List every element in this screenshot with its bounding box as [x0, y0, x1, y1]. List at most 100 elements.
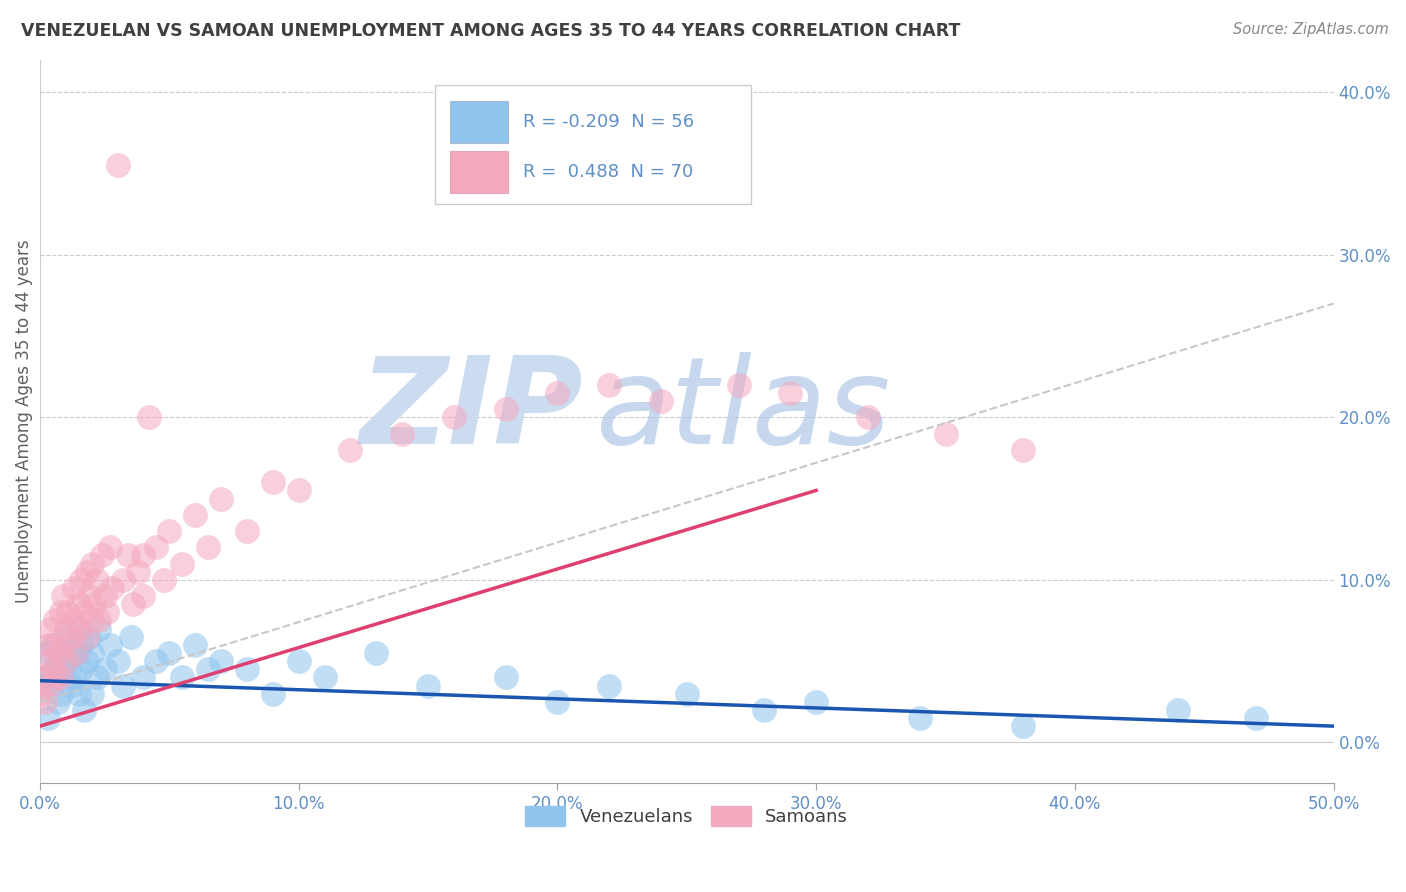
Point	[93, 589, 115, 603]
Legend: Venezuelans, Samoans: Venezuelans, Samoans	[516, 797, 858, 836]
Point	[31, 670, 53, 684]
Point	[37, 646, 59, 660]
Point	[65, 646, 87, 660]
Point	[80, 614, 103, 628]
Point	[495, 402, 517, 417]
Point	[153, 573, 176, 587]
Point	[52, 638, 75, 652]
Point	[39, 622, 62, 636]
Point	[754, 703, 776, 717]
Point	[391, 426, 413, 441]
Point	[157, 646, 180, 660]
Point	[55, 622, 77, 636]
Point	[55, 654, 77, 668]
Point	[1012, 719, 1035, 733]
Point	[70, 638, 93, 652]
Y-axis label: Unemployment Among Ages 35 to 44 years: Unemployment Among Ages 35 to 44 years	[15, 240, 32, 603]
Point	[49, 670, 72, 684]
Point	[80, 557, 103, 571]
Point	[37, 711, 59, 725]
Point	[779, 385, 801, 400]
Point	[89, 622, 111, 636]
Point	[28, 687, 51, 701]
Point	[52, 662, 75, 676]
Point	[117, 549, 139, 563]
Point	[127, 565, 149, 579]
Point	[60, 679, 83, 693]
Point	[908, 711, 931, 725]
Point	[44, 662, 66, 676]
Point	[287, 483, 309, 498]
Point	[96, 605, 118, 619]
Point	[122, 597, 145, 611]
Point	[44, 670, 66, 684]
Point	[1244, 711, 1267, 725]
Point	[55, 630, 77, 644]
Point	[34, 670, 56, 684]
FancyBboxPatch shape	[450, 101, 509, 143]
Point	[366, 646, 388, 660]
Point	[727, 377, 749, 392]
Point	[339, 442, 361, 457]
Point	[67, 622, 90, 636]
Point	[98, 541, 121, 555]
Text: R =  0.488  N = 70: R = 0.488 N = 70	[523, 163, 693, 181]
Point	[37, 638, 59, 652]
Point	[73, 703, 96, 717]
Point	[107, 654, 129, 668]
Point	[107, 158, 129, 172]
Point	[42, 638, 65, 652]
Point	[172, 557, 194, 571]
Point	[197, 662, 219, 676]
Point	[42, 662, 65, 676]
Point	[111, 573, 134, 587]
Point	[546, 695, 568, 709]
Text: Source: ZipAtlas.com: Source: ZipAtlas.com	[1233, 22, 1389, 37]
Point	[98, 638, 121, 652]
Point	[101, 581, 124, 595]
Point	[804, 695, 827, 709]
Point	[675, 687, 697, 701]
Point	[62, 581, 84, 595]
Point	[70, 662, 93, 676]
Point	[52, 589, 75, 603]
Point	[1167, 703, 1189, 717]
Point	[80, 687, 103, 701]
Point	[262, 687, 284, 701]
Point	[46, 695, 69, 709]
Point	[67, 597, 90, 611]
Point	[86, 670, 108, 684]
Point	[132, 549, 155, 563]
Point	[1012, 442, 1035, 457]
Point	[70, 573, 93, 587]
Point	[67, 622, 90, 636]
Point	[197, 541, 219, 555]
Point	[650, 394, 672, 409]
Point	[37, 654, 59, 668]
Point	[209, 654, 232, 668]
Text: atlas: atlas	[596, 352, 891, 469]
Point	[856, 410, 879, 425]
Point	[34, 695, 56, 709]
Point	[184, 508, 207, 522]
Point	[55, 654, 77, 668]
Point	[111, 679, 134, 693]
Point	[416, 679, 439, 693]
Point	[89, 614, 111, 628]
Point	[495, 670, 517, 684]
FancyBboxPatch shape	[450, 152, 509, 194]
Point	[120, 630, 142, 644]
Point	[132, 589, 155, 603]
Point	[443, 410, 465, 425]
Point	[184, 638, 207, 652]
Point	[935, 426, 957, 441]
Point	[76, 654, 98, 668]
Point	[236, 524, 259, 538]
Point	[60, 630, 83, 644]
Point	[73, 605, 96, 619]
Point	[598, 679, 620, 693]
Point	[42, 670, 65, 684]
Point	[172, 670, 194, 684]
Point	[67, 687, 90, 701]
Point	[42, 638, 65, 652]
